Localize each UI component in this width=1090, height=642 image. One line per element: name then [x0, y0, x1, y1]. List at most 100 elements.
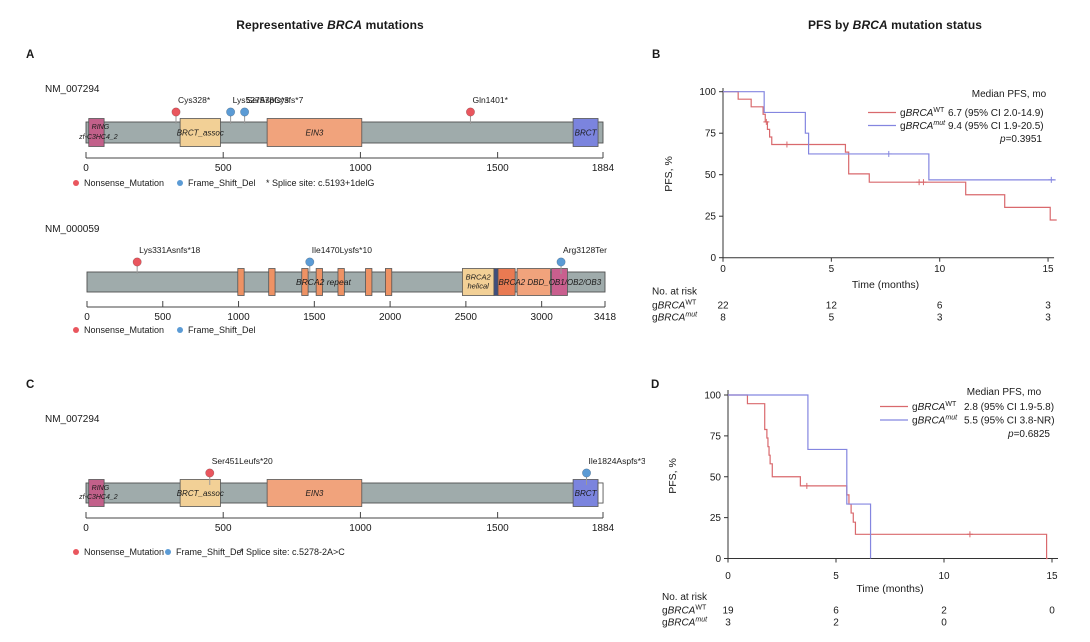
mutation-marker-nonsense [205, 468, 215, 478]
mutation-marker-frameshift [582, 468, 592, 478]
x-tick-label: 15 [1042, 264, 1054, 275]
nonsense-legend-label: Nonsense_Mutation [84, 547, 164, 557]
mutation-marker-frameshift [240, 107, 250, 117]
gene-plot-brca1-2: NM_007294 RING zf-C3HC4_2 BRCT_assoc EIN3 BRC… [45, 414, 645, 557]
brc-repeat-box [385, 268, 393, 296]
km-legend-series-name: gBRCAWT [912, 401, 957, 413]
left-figure-title: Representative BRCA mutations [30, 18, 630, 32]
protein-axis-tick-label: 500 [154, 312, 171, 323]
domain-label: helical [468, 282, 490, 291]
domain-box [88, 118, 105, 147]
x-tick-label: 10 [934, 264, 946, 275]
end-cap-box [597, 482, 604, 504]
nonsense-legend-label: Nonsense_Mutation [84, 178, 164, 188]
mutation-label: Ser578Cysfs*7 [247, 95, 304, 105]
mutation-marker-nonsense [171, 107, 181, 117]
risk-count: 3 [1045, 313, 1051, 324]
protein-axis-tick-label: 1500 [303, 312, 326, 323]
km-legend-median-value: 5.5 (95% CI 3.8-NR) [964, 416, 1055, 427]
panel-label-b: B [652, 49, 661, 61]
km-legend-series-name: gBRCAWT [900, 107, 945, 119]
mutation-label: Lys331Asnfs*18 [139, 245, 200, 255]
y-tick-label: 25 [705, 212, 717, 223]
risk-count: 22 [717, 301, 729, 312]
mutation-label: Lys527Aspfs*3 [233, 95, 290, 105]
mutation-label: Cys328* [178, 95, 211, 105]
km-panel-d: 0 25 50 75 100 0 5 10 15 Time (months) PFS, % Media… [662, 387, 1058, 629]
mutation-marker-nonsense [465, 107, 475, 117]
nonsense-legend-label: Nonsense_Mutation [84, 325, 164, 335]
mutation-marker-frameshift [305, 257, 315, 267]
left-title-gene: BRCA [327, 18, 363, 32]
km-curve-mut [728, 394, 872, 559]
domain-box [572, 118, 599, 147]
panel-label-d: D [651, 379, 660, 391]
domain-label: zf-C3HC4_2 [78, 494, 118, 501]
risk-count: 2 [833, 618, 839, 629]
domain-box [179, 118, 221, 147]
risk-count: 0 [1049, 606, 1055, 617]
frameshift-legend-label: Frame_Shift_Del [176, 547, 244, 557]
x-tick-label: 0 [725, 571, 731, 582]
km-legend-median-value: 9.4 (95% CI 1.9-20.5) [948, 121, 1044, 132]
frameshift-legend-dot [165, 549, 171, 555]
protein-axis-tick-label: 1000 [349, 523, 372, 534]
nonsense-legend-dot [73, 327, 79, 333]
km-legend-header: Median PFS, mo [972, 89, 1047, 100]
domain-label: BRCT_assoc [177, 129, 224, 138]
risk-row-label: gBRCAmut [652, 312, 698, 324]
transcript-id: NM_007294 [45, 84, 100, 95]
mutation-label: Ile1824Aspfs*3 [589, 456, 645, 466]
x-tick-label: 10 [938, 571, 950, 582]
km-curve-mut [723, 91, 1056, 181]
domain-label: BRCA2 [466, 273, 492, 282]
lollipop-plots-svg: NM_007294 RING zf-C3HC4_2 BRCT_assoc EIN3 BRC… [45, 84, 645, 557]
y-tick-label: 0 [710, 253, 716, 264]
km-legend-median-value: 2.8 (95% CI 1.9-5.8) [964, 402, 1054, 413]
protein-axis-tick-label: 1500 [486, 163, 509, 174]
protein-axis-tick-label: 1000 [227, 312, 250, 323]
y-tick-label: 0 [715, 554, 721, 565]
y-axis-title: PFS, % [667, 458, 679, 494]
protein-axis-tick-label: 0 [84, 312, 90, 323]
km-legend-median-value: 6.7 (95% CI 2.0-14.9) [948, 108, 1044, 119]
protein-axis-tick-label: 500 [215, 163, 232, 174]
domain-label: RING [92, 124, 110, 131]
domain-box [266, 118, 363, 147]
repeat-label: BRCA2 repeat [296, 277, 351, 287]
right-title-post: mutation status [887, 18, 983, 32]
risk-count: 6 [937, 301, 943, 312]
protein-axis-tick-label: 500 [215, 523, 232, 534]
domain-label: BRCT_assoc [177, 489, 224, 498]
mutation-label: Gln1401* [472, 95, 508, 105]
risk-count: 3 [937, 313, 943, 324]
risk-count: 12 [826, 301, 838, 312]
y-tick-label: 25 [710, 513, 722, 524]
panel-label-c: C [26, 379, 35, 391]
protein-axis-tick-label: 2500 [455, 312, 478, 323]
km-p-value: p=0.3951 [999, 134, 1042, 145]
domain-box [551, 268, 568, 296]
risk-table-title: No. at risk [662, 592, 708, 603]
protein-axis-tick-label: 1500 [486, 523, 509, 534]
km-panel-b: 0 25 50 75 100 0 5 10 15 Time (months) PFS, % Media… [652, 87, 1057, 324]
frameshift-legend-dot [177, 327, 183, 333]
mutation-marker-nonsense [132, 257, 142, 267]
left-title-post: mutations [362, 18, 424, 32]
x-tick-label: 5 [833, 571, 839, 582]
left-title-pre: Representative [236, 18, 328, 32]
risk-row-label: gBRCAWT [652, 300, 697, 312]
risk-table-title: No. at risk [652, 287, 698, 298]
domain-label: zf-C3HC4_2 [78, 134, 118, 141]
domain-box [88, 479, 105, 507]
domain-label: EIN3 [306, 129, 324, 138]
protein-axis-tick-label: 1884 [592, 523, 615, 534]
y-tick-label: 75 [705, 129, 717, 140]
km-legend-series-name: gBRCAmut [900, 120, 946, 132]
risk-count: 3 [725, 618, 731, 629]
x-tick-label: 0 [720, 264, 726, 275]
x-axis-title: Time (months) [852, 279, 919, 291]
domain-span-label: BRCA2 DBD_OB1/OB2/OB3 [498, 278, 601, 287]
